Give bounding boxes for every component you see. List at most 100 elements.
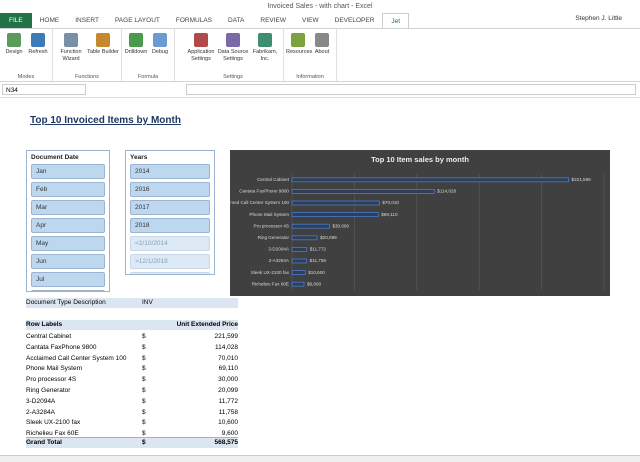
slicer-item[interactable]: 2015 <box>130 272 210 274</box>
button-icon <box>64 33 78 47</box>
data-label: $11,758 <box>310 258 327 263</box>
bar <box>291 235 318 241</box>
sheet-title: Top 10 Invoiced Items by Month <box>30 115 181 126</box>
pivot-row: Phone Mail System $69,110 <box>26 364 238 374</box>
cell: 69,110 <box>218 365 238 373</box>
ribbon-tab[interactable]: DATA <box>228 17 245 24</box>
group-name: Functions <box>75 74 99 80</box>
chart: Top 10 Item sales by month Central Cabin… <box>230 150 610 296</box>
cell: 3-D2094A <box>26 397 56 405</box>
category-label: Sleek UX-2100 fax <box>251 270 290 275</box>
cell: $ <box>142 376 146 384</box>
cell: Central Cabinet <box>26 333 72 340</box>
ribbon-tab[interactable]: HOME <box>39 17 60 24</box>
cell: 10,600 <box>218 419 238 427</box>
sheet-tabs-bar <box>0 455 640 462</box>
slicer-item[interactable]: 2017 <box>130 200 210 215</box>
ribbon-tabs: FILE HOME INSERT PAGE LAYOUT FORMULAS DATA REV… <box>0 13 410 28</box>
data-label: $10,600 <box>308 270 325 275</box>
category-label: 3-D2094A <box>268 247 290 252</box>
category-label: Pro processor 4S <box>254 223 290 228</box>
pivot-row: Richelieu Fax 60E $9,600 <box>26 429 238 439</box>
bar <box>291 270 306 275</box>
slicer[interactable]: Years 2014 2016 2017 2018 <2/10/2014 >12/1/201… <box>125 150 215 275</box>
bar <box>291 281 305 287</box>
ribbon-button[interactable]: Resources <box>286 31 312 81</box>
ribbon-button[interactable]: Function Wizard <box>55 31 87 81</box>
ribbon-group: Design Refresh Modes <box>0 29 53 81</box>
button-label: Data Source Settings <box>217 49 249 62</box>
cell: $ <box>142 408 146 416</box>
button-label: Design <box>5 49 23 55</box>
ribbon-tab[interactable]: PAGE LAYOUT <box>114 17 160 24</box>
button-icon <box>315 33 329 47</box>
ribbon-button[interactable]: About <box>310 31 334 81</box>
cell: 11,758 <box>218 408 238 416</box>
slicer-item[interactable]: Aug <box>31 290 105 291</box>
cell: 11,772 <box>218 397 238 405</box>
name-box[interactable]: N34 <box>2 84 86 95</box>
button-icon <box>258 33 272 47</box>
slicer-item[interactable]: Jun <box>31 254 105 269</box>
cell: $ <box>142 397 146 405</box>
slicer-item[interactable]: May <box>31 236 105 251</box>
group-name: Information <box>296 74 324 80</box>
formula-bar <box>0 83 640 98</box>
pivot-row: Acclaimed Call Center System 100 $70,010 <box>26 354 238 364</box>
cell: Pro processor 4S <box>26 376 77 384</box>
ribbon: Design Refresh Modes Function Wizard Table B… <box>0 28 640 82</box>
category-label: 2-A3284A <box>269 258 290 263</box>
slicer-item[interactable]: Feb <box>31 182 105 197</box>
slicer-item[interactable]: 2014 <box>130 164 210 179</box>
ribbon-button[interactable]: Application Settings <box>185 31 217 81</box>
category-label: Ring Generator <box>258 235 290 240</box>
ribbon-tab[interactable]: FORMULAS <box>175 17 212 24</box>
slicer-item[interactable]: Jul <box>31 272 105 287</box>
slicer-item[interactable]: 2016 <box>130 182 210 197</box>
slicer[interactable]: Document DateJanFebMarAprMayJunJulAugSep <box>26 150 110 292</box>
report-filter[interactable]: Document Type Description INV <box>26 298 238 308</box>
ribbon-button[interactable]: Debug <box>148 31 172 81</box>
data-label: $11,772 <box>310 247 327 252</box>
ribbon-button[interactable]: Drilldown <box>124 31 148 81</box>
ribbon-group: Application Settings Data Source Settings… <box>183 29 284 81</box>
ribbon-button[interactable]: Design <box>2 31 26 81</box>
cell: Ring Generator <box>26 387 71 394</box>
slicer-item[interactable]: >12/1/2018 <box>130 254 210 269</box>
formula-input[interactable] <box>186 84 636 95</box>
ribbon-tab[interactable]: FILE <box>0 13 32 28</box>
slicer-item[interactable]: <2/10/2014 <box>130 236 210 251</box>
ribbon-button[interactable]: Fabrikam, Inc. <box>249 31 281 81</box>
ribbon-button[interactable]: Refresh <box>26 31 50 81</box>
bar <box>291 177 569 183</box>
slicer-item[interactable]: Apr <box>31 218 105 233</box>
slicer-item[interactable]: Mar <box>31 200 105 215</box>
ribbon-tab[interactable]: Jet <box>382 13 410 28</box>
data-label: $30,000 <box>332 223 349 228</box>
button-icon <box>291 33 305 47</box>
pivot-row: Ring Generator $20,099 <box>26 386 238 396</box>
cell: Phone Mail System <box>26 365 82 373</box>
button-icon <box>31 33 45 47</box>
ribbon-button[interactable]: Data Source Settings <box>217 31 249 81</box>
cell: 70,010 <box>218 354 238 362</box>
cell: Unit Extended Price <box>176 321 238 328</box>
ribbon-tab[interactable]: REVIEW <box>260 17 287 24</box>
ribbon-tab[interactable]: VIEW <box>302 17 319 24</box>
ribbon-tab[interactable]: INSERT <box>75 17 99 24</box>
filter-value: INV <box>142 299 153 306</box>
slicer-item[interactable]: 2018 <box>130 218 210 233</box>
slicer-item[interactable]: Jan <box>31 164 105 179</box>
button-label: Refresh <box>28 49 48 55</box>
button-icon <box>129 33 143 47</box>
group-name: Settings <box>223 74 243 80</box>
cell: $ <box>142 365 146 373</box>
group-name: Formula <box>137 74 159 80</box>
cell: 9,600 <box>221 430 238 438</box>
ribbon-group: Function Wizard Table Builder Functions <box>53 29 122 81</box>
ribbon-tab[interactable]: DEVELOPER <box>334 17 375 24</box>
button-icon <box>7 33 21 47</box>
ribbon-button[interactable]: Table Builder <box>87 31 119 81</box>
user-name[interactable]: Stephen J. Little <box>575 15 622 22</box>
button-icon <box>194 33 208 47</box>
